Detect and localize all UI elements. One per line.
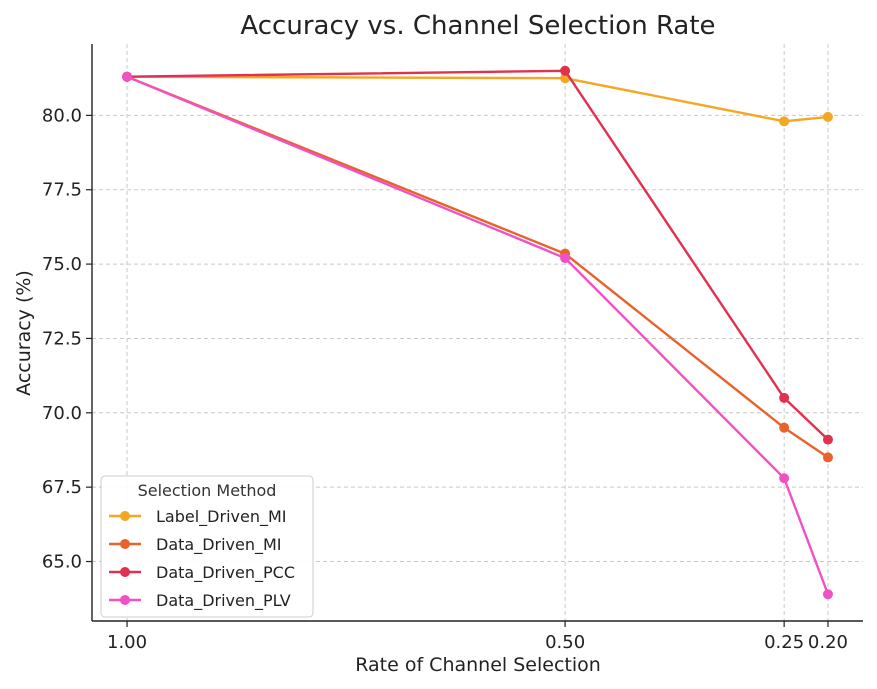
y-axis-label: Accuracy (%): [13, 270, 35, 396]
axes: [86, 44, 863, 627]
data-point: [822, 434, 833, 445]
data-point: [822, 589, 833, 600]
y-tick-label: 70.0: [42, 403, 82, 424]
series-line: [126, 69, 829, 441]
data-point: [822, 111, 833, 122]
series-line: [126, 75, 829, 123]
series-data-driven-plv: [122, 71, 833, 600]
chart-title: Accuracy vs. Channel Selection Rate: [240, 11, 715, 41]
legend-swatch-marker: [120, 511, 130, 521]
x-axis-label: Rate of Channel Selection: [355, 654, 601, 676]
legend-title: Selection Method: [138, 481, 277, 500]
y-tick-label: 77.5: [42, 180, 82, 201]
data-point: [122, 71, 133, 82]
legend-entry-label: Data_Driven_MI: [156, 535, 282, 555]
data-point: [822, 452, 833, 463]
series-label-driven-mi: [122, 71, 833, 127]
y-tick-label: 72.5: [42, 328, 82, 349]
legend-entry-label: Data_Driven_PLV: [156, 591, 291, 611]
series-lines: [122, 65, 833, 600]
series-line: [126, 75, 830, 595]
legend-swatch-marker: [120, 567, 130, 577]
x-tick-label: 0.50: [545, 632, 585, 653]
x-tick-label: 0.25: [764, 632, 804, 653]
legend-swatch-marker: [120, 539, 130, 549]
legend-entry-label: Data_Driven_PCC: [156, 563, 295, 583]
series-line: [126, 75, 829, 459]
legend: Selection Method Label_Driven_MI Data_Driv…: [100, 475, 314, 618]
series-data-driven-pcc: [122, 65, 833, 445]
y-tick-label: 80.0: [42, 105, 82, 126]
tick-labels: 65.0 67.5 70.0 72.5 75.0 77.5 80.0 1.00 0.50 0.25…: [42, 105, 848, 653]
x-tick-label: 1.00: [107, 632, 147, 653]
y-tick-label: 65.0: [42, 552, 82, 573]
data-point: [560, 65, 571, 76]
series-data-driven-mi: [122, 71, 833, 463]
data-point: [560, 253, 571, 264]
y-tick-label: 75.0: [42, 254, 82, 275]
legend-box: [100, 475, 314, 618]
data-point: [779, 116, 790, 127]
legend-entry-label: Label_Driven_MI: [156, 507, 286, 527]
y-tick-label: 67.5: [42, 477, 82, 498]
x-tick-label: 0.20: [808, 632, 848, 653]
data-point: [779, 473, 790, 484]
data-point: [779, 422, 790, 433]
legend-swatch-marker: [120, 595, 130, 605]
data-point: [779, 392, 790, 403]
